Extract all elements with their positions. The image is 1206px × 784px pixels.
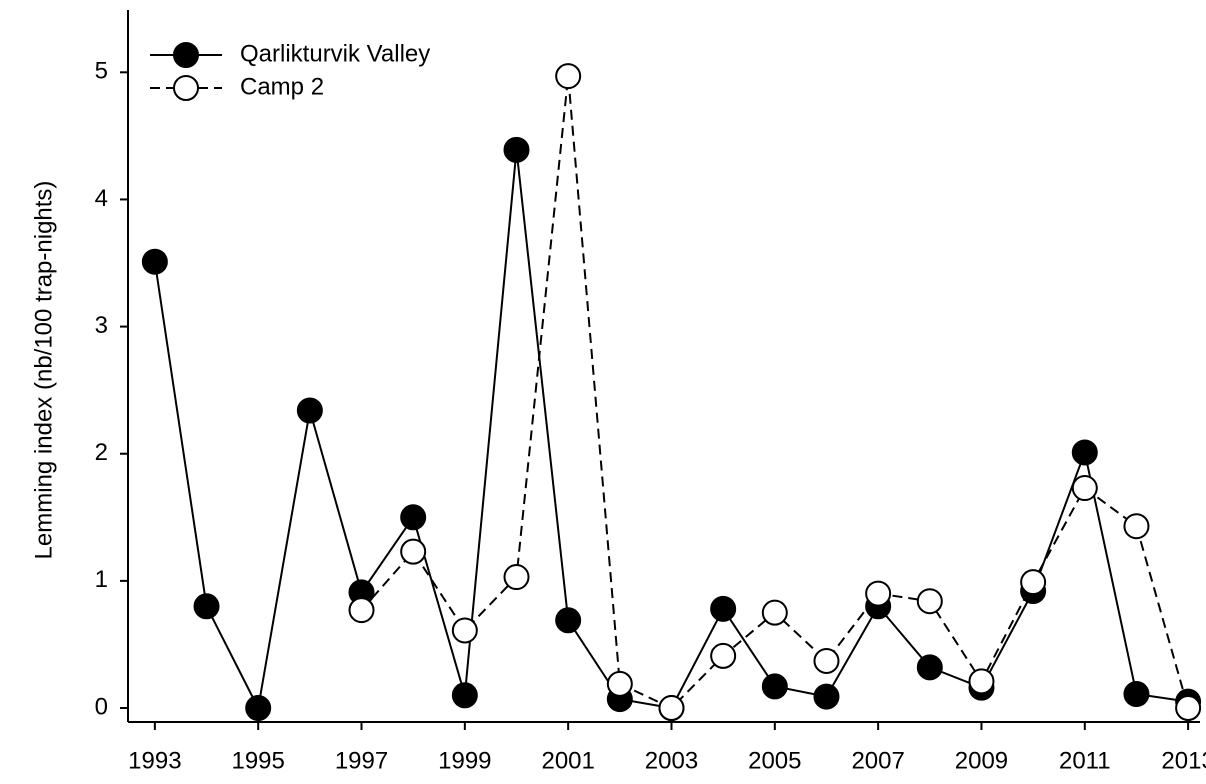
y-axis-label: Lemming index (nb/100 trap-nights) xyxy=(30,181,57,560)
data-point xyxy=(555,63,582,90)
data-point xyxy=(916,588,943,615)
data-point xyxy=(400,504,427,531)
y-tick-label: 5 xyxy=(95,58,108,85)
legend-label: Camp 2 xyxy=(240,73,324,100)
y-tick-label: 1 xyxy=(95,566,108,593)
data-point xyxy=(451,617,478,644)
data-point xyxy=(503,564,530,591)
data-point xyxy=(348,597,375,624)
data-point xyxy=(1071,439,1098,466)
data-point xyxy=(1020,569,1047,596)
data-point xyxy=(761,599,788,626)
data-point xyxy=(400,538,427,565)
data-point xyxy=(813,683,840,710)
data-point xyxy=(916,654,943,681)
data-point xyxy=(1175,695,1202,722)
data-point xyxy=(710,595,737,622)
data-point xyxy=(1071,475,1098,502)
data-point xyxy=(1123,681,1150,708)
data-point xyxy=(1123,513,1150,540)
y-tick-label: 3 xyxy=(95,312,108,339)
data-point xyxy=(555,607,582,634)
data-point xyxy=(761,673,788,700)
y-tick-label: 2 xyxy=(95,439,108,466)
data-point xyxy=(813,647,840,674)
y-tick-label: 0 xyxy=(95,693,108,720)
x-tick-label: 1995 xyxy=(231,747,284,774)
x-tick-label: 1999 xyxy=(438,747,491,774)
data-point xyxy=(451,682,478,709)
data-point xyxy=(141,248,168,275)
x-tick-label: 2001 xyxy=(541,747,594,774)
legend-marker xyxy=(173,75,199,101)
x-tick-label: 2011 xyxy=(1059,747,1111,774)
x-tick-label: 2009 xyxy=(955,747,1008,774)
data-point xyxy=(710,642,737,669)
data-point xyxy=(606,670,633,697)
x-tick-label: 2005 xyxy=(748,747,801,774)
data-point xyxy=(193,593,220,620)
x-tick-label: 1997 xyxy=(335,747,388,774)
series-line xyxy=(153,149,1189,712)
data-point xyxy=(503,136,530,163)
data-point xyxy=(245,695,272,722)
x-tick-label: 2007 xyxy=(851,747,904,774)
data-point xyxy=(865,580,892,607)
x-tick-label: 2003 xyxy=(645,747,698,774)
legend-marker xyxy=(173,42,199,68)
data-point xyxy=(296,397,323,424)
data-point xyxy=(658,695,685,722)
legend-label: Qarlikturvik Valley xyxy=(240,40,430,67)
data-point xyxy=(968,668,995,695)
x-tick-label: 1993 xyxy=(128,747,181,774)
y-tick-label: 4 xyxy=(95,185,108,212)
x-tick-label: 2013 xyxy=(1161,747,1206,774)
